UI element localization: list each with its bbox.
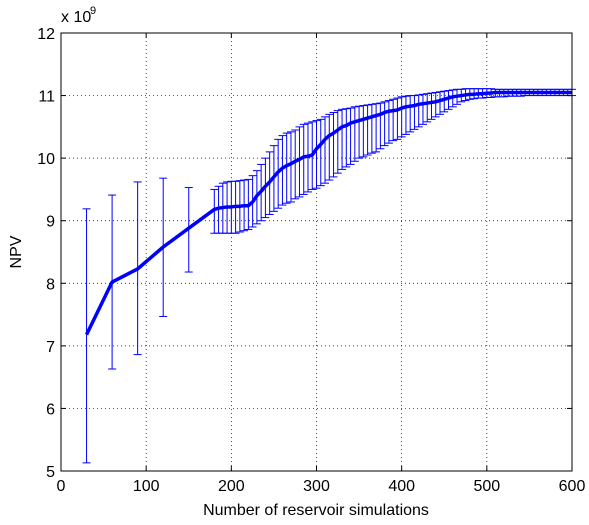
y-tick-label: 12: [37, 26, 55, 43]
x-tick-label: 200: [218, 478, 245, 495]
x-axis-label: Number of reservoir simulations: [203, 502, 429, 519]
series-layer: [84, 90, 572, 336]
x-tick-label: 400: [388, 478, 415, 495]
y-tick-label: 6: [46, 401, 55, 418]
x-tick-label: 100: [133, 478, 160, 495]
axis-ticks: 0 100 200 300 400 500 600 5 6 7 8 9 10 11 12: [37, 26, 585, 495]
y-axis-label: NPV: [8, 235, 25, 268]
y-tick-label: 8: [46, 276, 55, 293]
y-tick-label: 11: [38, 89, 55, 106]
y-tick-label: 5: [46, 464, 55, 481]
x-tick-label: 500: [473, 478, 500, 495]
y-tick-label: 7: [46, 339, 55, 356]
x-tick-label: 300: [303, 478, 330, 495]
plot-area: [61, 33, 572, 471]
x-tick-label: 600: [559, 478, 586, 495]
x-tick-label: 0: [57, 478, 66, 495]
npv-series-line: [84, 90, 572, 336]
y-tick-label: 9: [46, 214, 55, 231]
y-exponent-power: 9: [90, 5, 96, 17]
y-tick-label: 10: [37, 151, 55, 168]
y-exponent-label: x 10: [61, 9, 91, 26]
